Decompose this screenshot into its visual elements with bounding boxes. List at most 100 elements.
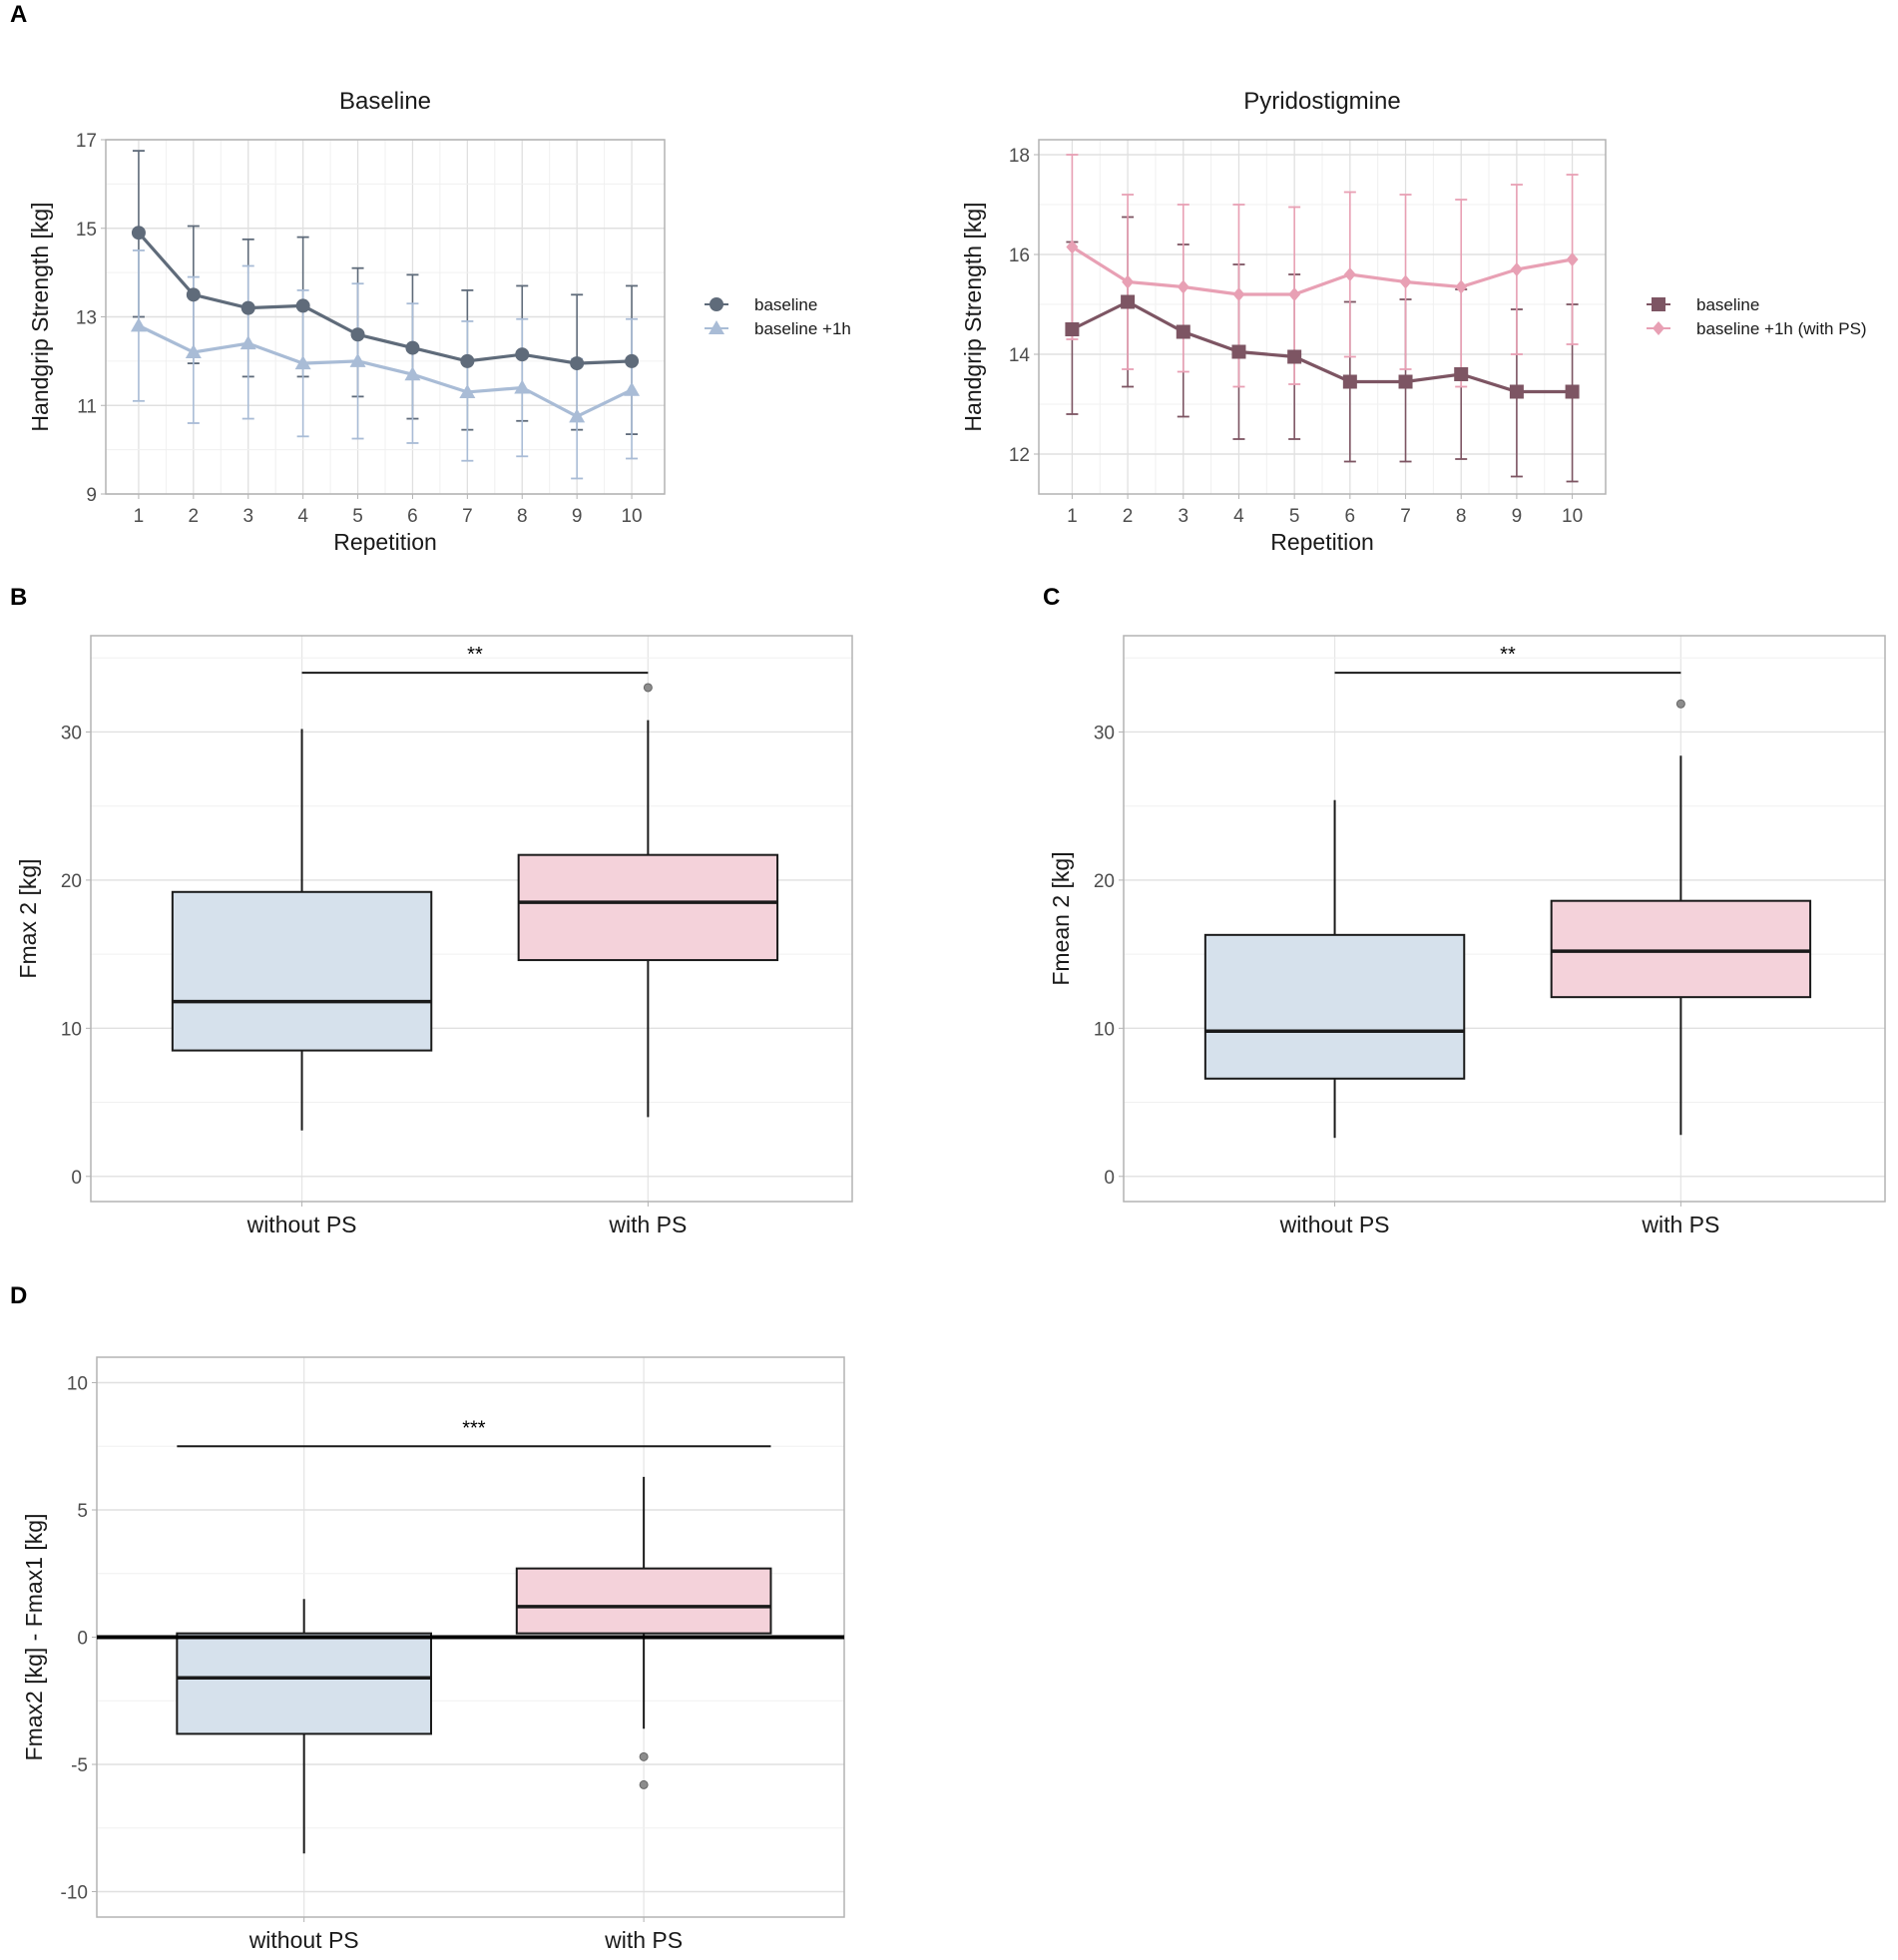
chart-B-2 [86,635,853,1207]
data-point [1455,279,1468,294]
x-tick-label: 9 [1512,506,1523,527]
y-tick-label: 18 [1009,146,1030,167]
y-tick-label: 13 [76,308,97,329]
box [1203,933,1466,1080]
data-point [239,335,256,350]
x-axis-label: Repetition [1270,529,1374,555]
data-point [624,381,641,396]
data-point [294,355,311,370]
x-tick-label: 9 [572,506,583,527]
data-point [1398,374,1413,389]
significance-label: ** [467,644,483,666]
x-tick-label: 10 [621,506,642,527]
y-tick-label: 10 [67,1374,88,1395]
x-tick-label: 4 [1233,506,1244,527]
y-axis-label: Fmean 2 [kg] [1048,851,1074,985]
series-line [138,323,633,419]
box [171,890,433,1052]
x-tick-label: 10 [1562,506,1583,527]
y-tick-label: 20 [61,871,82,892]
data-point [1343,267,1356,281]
y-tick-label: 20 [1094,871,1115,892]
x-tick-label: 1 [1067,506,1078,527]
chart-A-1 [1034,139,1670,499]
y-tick-label: 12 [1009,445,1030,466]
legend-marker [709,320,724,334]
data-point [349,352,366,367]
y-tick-label: 5 [77,1501,88,1522]
panel-label-A: A [10,1,27,28]
y-tick-label: 14 [1009,345,1031,366]
y-tick-label: 9 [86,485,97,506]
x-tick-label: without PS [1279,1212,1390,1237]
box [515,1567,772,1635]
plot-border [1123,635,1886,1203]
y-tick-label: 30 [61,723,82,743]
y-tick-label: 16 [1009,245,1030,266]
x-tick-label: 3 [242,506,253,527]
legend-label: baseline +1h (with PS) [1696,319,1867,338]
data-point [131,226,146,241]
y-tick-label: 17 [76,131,97,152]
x-tick-label: 5 [1289,506,1300,527]
data-point [1065,322,1080,336]
y-tick-label: 0 [1104,1168,1115,1189]
x-tick-label: 1 [134,506,145,527]
y-axis-label: Fmax 2 [kg] [15,858,41,978]
x-tick-label: 2 [189,506,200,527]
chart-C-3 [1119,635,1886,1207]
y-tick-label: 10 [61,1019,82,1040]
outlier-point [1675,699,1685,709]
panel-label-C: C [1043,584,1060,611]
data-point [404,366,421,381]
box [517,853,779,962]
y-tick-label: -10 [61,1883,88,1904]
y-tick-label: 10 [1094,1019,1115,1040]
data-point [1176,324,1190,339]
data-point [514,379,531,394]
legend-label: baseline [1696,295,1759,314]
data-point [405,340,420,355]
data-point [186,287,201,302]
significance-label: *** [462,1417,486,1439]
plot-border [90,635,853,1203]
plot-border [1038,139,1607,495]
x-tick-label: without PS [246,1212,357,1237]
y-tick-label: 0 [71,1168,82,1189]
x-tick-label: without PS [248,1927,359,1953]
y-axis-label: Handgrip Strength [kg] [960,202,986,431]
data-point [570,356,585,371]
data-point [1121,294,1136,309]
y-axis-label: Handgrip Strength [kg] [27,202,53,431]
x-tick-label: 2 [1123,506,1134,527]
data-point [1287,349,1302,364]
data-point [1122,274,1135,289]
y-tick-label: 11 [77,396,97,417]
y-axis-label: Fmax2 [kg] - Fmax1 [kg] [21,1514,47,1761]
legend-marker [1653,321,1664,335]
x-tick-label: with PS [604,1927,683,1953]
x-tick-label: 7 [462,506,473,527]
x-tick-label: 5 [352,506,363,527]
data-point [130,317,147,332]
data-point [515,347,530,362]
legend-label: baseline [754,295,817,314]
legend-marker [1652,297,1665,311]
chart-title: Baseline [339,88,431,115]
outlier-point [639,1779,649,1789]
x-tick-label: 6 [407,506,418,527]
data-point [240,300,255,315]
x-tick-label: 3 [1178,506,1188,527]
x-tick-label: 6 [1345,506,1356,527]
data-point [1565,384,1580,399]
series-line [1071,299,1573,394]
data-point [460,353,475,368]
y-tick-label: 15 [76,220,97,241]
x-tick-label: 4 [297,506,308,527]
y-tick-label: -5 [71,1755,88,1776]
chart-A-0 [101,139,728,499]
data-point [1232,287,1245,301]
data-point [1566,252,1579,266]
data-point [295,298,310,313]
